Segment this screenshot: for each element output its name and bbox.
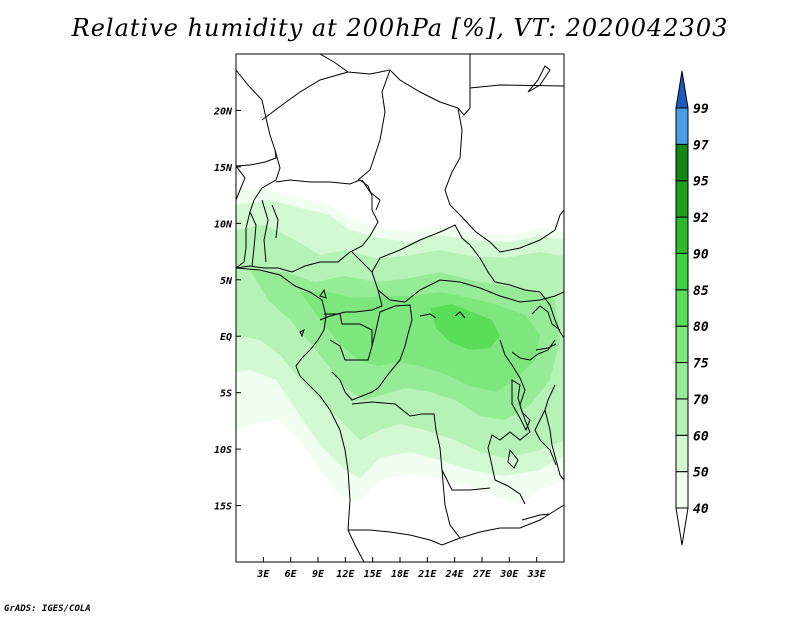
colorbar-swatch bbox=[675, 325, 689, 364]
colorbar-swatch bbox=[675, 180, 689, 218]
latitude-axis: 20N 15N 10N 5N EQ 5S 10S 15S bbox=[213, 106, 241, 513]
lon-tick-label: 12E bbox=[336, 569, 355, 580]
colorbar-swatch bbox=[675, 252, 689, 291]
chart-title: Relative humidity at 200hPa [%], VT: 202… bbox=[71, 14, 729, 42]
lat-tick-label: 5N bbox=[220, 276, 233, 287]
colorbar-swatch bbox=[675, 398, 689, 436]
lon-tick-label: 9E bbox=[312, 569, 325, 580]
lat-tick-label: 10S bbox=[214, 445, 232, 456]
lat-tick-label: 15N bbox=[214, 163, 233, 174]
lon-tick-label: 3E bbox=[256, 569, 270, 580]
lat-tick-label: EQ bbox=[220, 332, 232, 343]
colorbar-level-label: 70 bbox=[693, 393, 709, 408]
lat-tick-label: 10N bbox=[214, 219, 233, 230]
colorbar-level-label: 60 bbox=[693, 429, 709, 444]
lon-tick-label: 6E bbox=[285, 569, 298, 580]
lon-tick-label: 15E bbox=[364, 569, 383, 580]
grads-credit: GrADS: IGES/COLA bbox=[4, 604, 91, 614]
colorbar-low-arrow bbox=[675, 507, 689, 546]
lon-tick-label: 21E bbox=[417, 569, 437, 580]
lon-tick-label: 33E bbox=[527, 569, 547, 580]
colorbar-swatch bbox=[675, 143, 689, 182]
colorbar-level-label: 75 bbox=[693, 357, 709, 372]
colorbar-swatch bbox=[675, 471, 689, 509]
lat-tick-label: 15S bbox=[214, 502, 232, 513]
colorbar-level-label: 80 bbox=[693, 320, 709, 335]
lat-tick-label: 5S bbox=[220, 389, 232, 400]
lon-tick-label: 27E bbox=[472, 569, 492, 580]
colorbar-level-label: 97 bbox=[693, 138, 709, 153]
colorbar: 40 50 60 70 75 80 85 90 92 95 97 99 bbox=[675, 70, 709, 546]
colorbar-level-label: 85 bbox=[693, 284, 709, 299]
colorbar-level-label: 40 bbox=[693, 502, 709, 517]
rh-80-region bbox=[430, 304, 500, 350]
colorbar-level-label: 99 bbox=[693, 102, 709, 117]
colorbar-level-label: 50 bbox=[693, 466, 709, 481]
colorbar-swatch bbox=[675, 289, 689, 327]
colorbar-level-label: 92 bbox=[693, 211, 709, 226]
colorbar-swatch bbox=[675, 216, 689, 254]
colorbar-swatch bbox=[675, 362, 689, 400]
humidity-shading bbox=[236, 188, 564, 505]
country-borders bbox=[236, 54, 564, 562]
colorbar-swatch bbox=[675, 107, 689, 145]
colorbar-level-label: 95 bbox=[693, 175, 709, 190]
lon-tick-label: 24E bbox=[445, 569, 465, 580]
colorbar-level-label: 90 bbox=[693, 247, 709, 262]
lon-tick-label: 18E bbox=[391, 569, 410, 580]
lon-tick-label: 30E bbox=[499, 569, 519, 580]
colorbar-swatch bbox=[675, 434, 689, 473]
longitude-axis: 3E 6E 9E 12E 15E 18E 21E 24E 27E 30E 33E bbox=[256, 557, 547, 580]
lat-tick-label: 20N bbox=[213, 106, 233, 117]
colorbar-high-arrow bbox=[675, 70, 689, 109]
